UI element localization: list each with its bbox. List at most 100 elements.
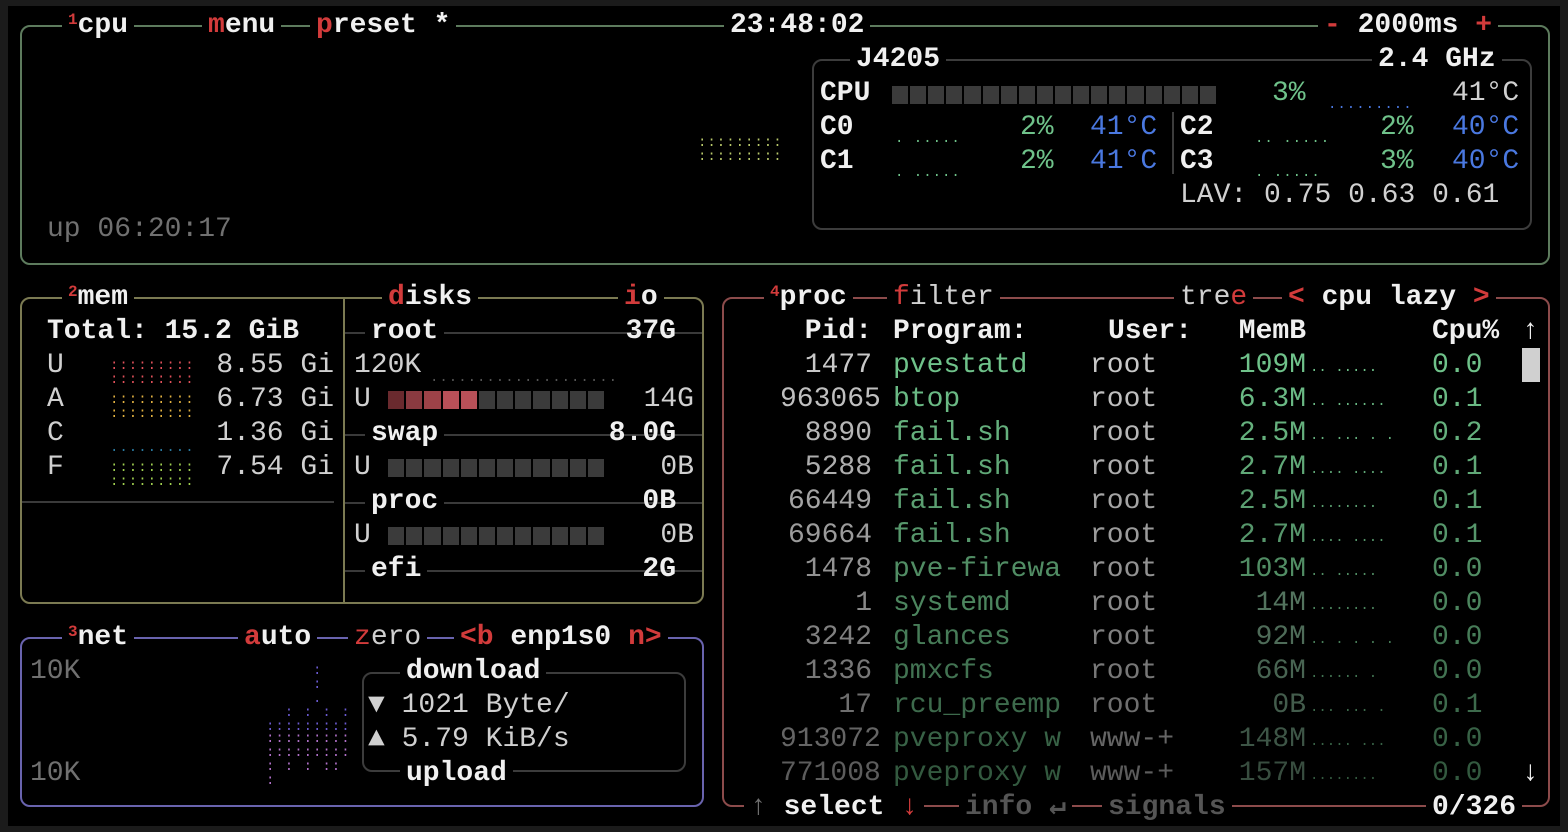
header-pid[interactable]: Pid:: [804, 316, 872, 347]
process-row[interactable]: 17 rcu_preemp root 0B... ... . 0.1: [724, 689, 1514, 723]
sort-prev[interactable]: <: [1288, 282, 1305, 313]
proc-title[interactable]: 4proc: [764, 281, 853, 315]
bar-segment: [1199, 86, 1216, 104]
process-row[interactable]: 1478 pve-firewa root 103M.. ..... 0.0: [724, 553, 1514, 587]
info-button[interactable]: info ↵: [959, 791, 1072, 825]
bar-segment: [587, 391, 605, 409]
cpu: 0.0: [1432, 656, 1483, 687]
bar-segment: [1018, 86, 1035, 104]
bar-segment: [442, 391, 459, 409]
program: btop: [893, 384, 961, 415]
header-user[interactable]: User:: [1108, 316, 1193, 347]
menu-button[interactable]: menu: [202, 9, 282, 43]
net-title[interactable]: 3net: [62, 621, 135, 655]
cpu-graph: ........: [1310, 768, 1378, 784]
cpu: 0.0: [1432, 724, 1483, 755]
user: root: [1090, 452, 1158, 483]
bar-segment: [442, 527, 459, 545]
bar-segment: [460, 459, 477, 477]
disk-used-label: U: [354, 452, 371, 483]
cpu: 0.0: [1432, 588, 1483, 619]
pid: 17: [838, 690, 872, 721]
select-control[interactable]: ↑ select ↓: [744, 791, 925, 825]
scrollbar-thumb[interactable]: [1522, 348, 1540, 382]
io-toggle[interactable]: io: [618, 281, 664, 315]
process-row[interactable]: 66449 fail.sh root 2.5M........ 0.1: [724, 485, 1514, 519]
mem-row-value: 1.36 Gi: [216, 418, 334, 449]
process-row[interactable]: 1 systemd root 14M........ 0.0: [724, 587, 1514, 621]
sort-next[interactable]: >: [1472, 282, 1490, 313]
terminal: [8, 6, 1560, 826]
bar-segment: [964, 86, 981, 104]
process-row[interactable]: 771008 pveproxy w www-+ 157M........ 0.0: [724, 757, 1514, 791]
process-row[interactable]: 69664 fail.sh root 2.7M.... .... 0.1: [724, 519, 1514, 553]
preset-button[interactable]: preset *: [310, 9, 457, 43]
mem: 109M: [1238, 350, 1306, 381]
sort-selector[interactable]: < cpu lazy >: [1282, 281, 1496, 315]
core-temp: 40°C: [1452, 112, 1520, 143]
process-row[interactable]: 1477 pvestatd root 109M.. ..... 0.0: [724, 349, 1514, 383]
next-interface[interactable]: n>: [628, 622, 662, 653]
cpu-model: J4205: [850, 43, 947, 77]
header-cpu[interactable]: Cpu%: [1432, 316, 1500, 347]
header-mem[interactable]: MemB: [1238, 316, 1306, 347]
bar-segment: [1036, 86, 1053, 104]
disk-line: [345, 434, 702, 436]
mem-row-value: 7.54 Gi: [216, 452, 334, 483]
cpu-graph: ::::::::::::::::::: [698, 135, 783, 165]
bar-segment: [533, 391, 550, 409]
process-row[interactable]: 963065 btop root 6.3M.. ...... 0.1: [724, 383, 1514, 417]
bar-segment: [1054, 86, 1072, 104]
cpu-title[interactable]: 1cpu: [62, 9, 135, 43]
scroll-up-icon[interactable]: ↑: [1522, 316, 1539, 347]
down-arrow-icon: ▼: [368, 690, 385, 721]
process-row[interactable]: 8890 fail.sh root 2.5M.. ... . . 0.2: [724, 417, 1514, 451]
net-scale-bottom: 10K: [30, 758, 81, 789]
bar-segment: [1091, 86, 1108, 104]
user: root: [1090, 656, 1158, 687]
bar-segment: [569, 527, 586, 545]
bar-segment: [587, 459, 605, 477]
prev-interface[interactable]: <b: [460, 622, 494, 653]
program: fail.sh: [893, 418, 1011, 449]
header-program[interactable]: Program:: [893, 316, 1028, 347]
process-row[interactable]: 1336 pmxcfs root 66M...... . 0.0: [724, 655, 1514, 689]
bar-segment: [515, 527, 532, 545]
mem-title[interactable]: 2mem: [62, 281, 135, 315]
bar-segment: [1073, 86, 1090, 104]
core-temp: 41°C: [1090, 146, 1158, 177]
interval-control[interactable]: - 2000ms +: [1318, 9, 1499, 43]
scroll-down-icon[interactable]: ↓: [1522, 758, 1539, 789]
cpu: 0.0: [1432, 622, 1483, 653]
download-label: download: [400, 655, 547, 689]
bar-segment: [928, 86, 945, 104]
core-graph: .. .....: [1255, 131, 1331, 147]
mem: 2.7M: [1238, 452, 1306, 483]
user: root: [1090, 486, 1158, 517]
zero-button[interactable]: zero: [348, 621, 428, 655]
process-row[interactable]: 3242 glances root 92M.. . . . . 0.0: [724, 621, 1514, 655]
auto-toggle[interactable]: auto: [238, 621, 318, 655]
process-row[interactable]: 5288 fail.sh root 2.7M.... .... 0.1: [724, 451, 1514, 485]
pid: 66449: [787, 486, 872, 517]
cpu-graph: .. . . . .: [1310, 632, 1395, 648]
disk-line: [345, 570, 702, 572]
filter-button[interactable]: filter: [887, 281, 1000, 315]
program: pve-firewa: [893, 554, 1062, 585]
signals-button[interactable]: signals: [1102, 791, 1232, 825]
interval-increase[interactable]: +: [1475, 10, 1493, 41]
disk-size: 2G: [642, 554, 676, 585]
user: root: [1090, 418, 1158, 449]
bar-segment: [569, 459, 586, 477]
cpu-frequency: 2.4 GHz: [1372, 43, 1502, 77]
bar-segment: [1145, 86, 1162, 104]
upload-graph: ::::::::::::::::::: : : :::: [266, 731, 351, 789]
cpu: 0.1: [1432, 452, 1483, 483]
interface-selector[interactable]: <b enp1s0 n>: [454, 621, 668, 655]
interval-decrease[interactable]: -: [1324, 10, 1341, 41]
cpu-usage-bar: [892, 86, 1216, 104]
bar-segment: [1163, 86, 1180, 104]
disks-title[interactable]: disks: [382, 281, 479, 315]
tree-toggle[interactable]: tree: [1174, 281, 1254, 315]
process-row[interactable]: 913072 pveproxy w www-+ 148M..... ... 0.0: [724, 723, 1514, 757]
